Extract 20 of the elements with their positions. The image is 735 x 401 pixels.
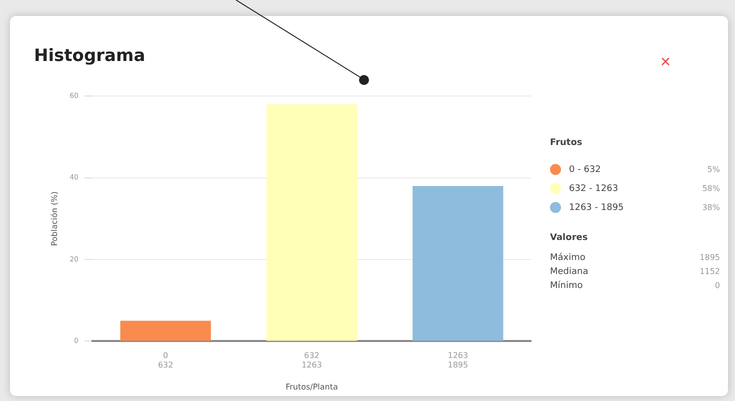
- text: Máximo: [550, 253, 586, 265]
- text: 1895: [700, 253, 720, 264]
- text: 1152: [700, 267, 720, 278]
- chart-title: Histograma: [34, 46, 146, 66]
- legend-label: 1263 - 1895: [569, 202, 625, 212]
- y-axis-title: Población (%): [50, 191, 59, 246]
- legend-label: 0 - 632: [569, 164, 602, 174]
- text: Mínimo: [550, 281, 584, 293]
- x-tick-label: 0 632: [158, 351, 174, 370]
- text: Mediana: [550, 267, 590, 279]
- x-tick-label: 632 1263: [302, 351, 322, 370]
- text: 0: [714, 281, 720, 292]
- x-tick-label: 1263 1895: [448, 351, 468, 370]
- text: 38%: [702, 203, 720, 212]
- text: 58%: [702, 184, 720, 193]
- text: Valores: [550, 233, 589, 243]
- text: 5%: [707, 165, 720, 174]
- x-axis-title: Frutos/Planta: [286, 382, 338, 392]
- legend-title: Frutos: [550, 138, 584, 148]
- legend-label: 632 - 1263: [569, 184, 620, 194]
